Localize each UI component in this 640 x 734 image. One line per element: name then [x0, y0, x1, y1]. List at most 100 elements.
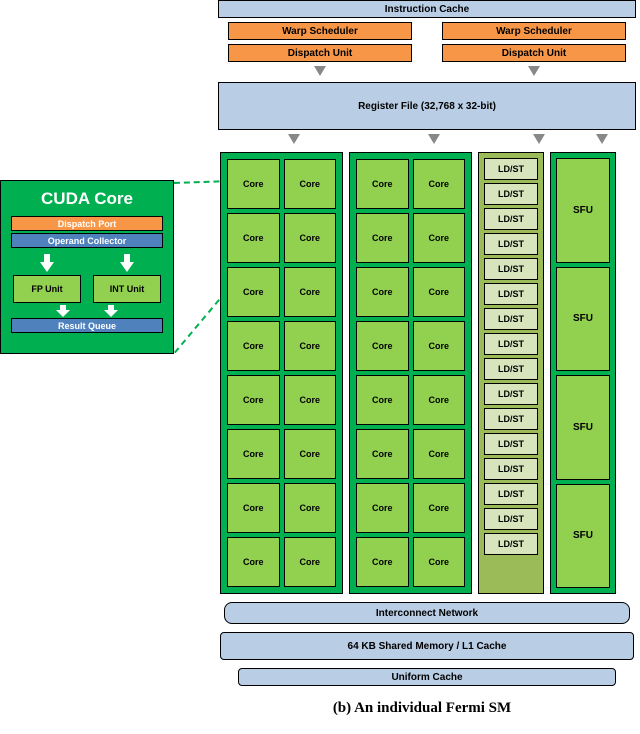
core-pair: CoreCore	[227, 375, 336, 425]
core-pair: CoreCore	[356, 159, 465, 209]
core: Core	[413, 483, 466, 533]
down-arrow-icon	[314, 66, 326, 76]
core: Core	[227, 429, 280, 479]
core-pair: CoreCore	[227, 321, 336, 371]
core-pair: CoreCore	[227, 483, 336, 533]
core: Core	[227, 213, 280, 263]
core: Core	[284, 375, 337, 425]
core: Core	[356, 159, 409, 209]
down-arrow-icon	[120, 262, 134, 272]
ldst-unit: LD/ST	[484, 533, 538, 555]
dispatch-port: Dispatch Port	[11, 216, 163, 231]
sched-arrows	[218, 66, 636, 80]
int-unit: INT Unit	[93, 275, 161, 303]
core-pair: CoreCore	[227, 537, 336, 587]
ldst-unit: LD/ST	[484, 383, 538, 405]
core-column: CoreCoreCoreCoreCoreCoreCoreCoreCoreCore…	[220, 152, 343, 594]
core: Core	[284, 321, 337, 371]
core: Core	[413, 267, 466, 317]
compute-row: CoreCoreCoreCoreCoreCoreCoreCoreCoreCore…	[218, 152, 636, 594]
core: Core	[284, 537, 337, 587]
core: Core	[356, 321, 409, 371]
core: Core	[284, 429, 337, 479]
core: Core	[284, 483, 337, 533]
down-arrow-icon	[528, 66, 540, 76]
core-column: CoreCoreCoreCoreCoreCoreCoreCoreCoreCore…	[349, 152, 472, 594]
instruction-cache: Instruction Cache	[218, 0, 636, 18]
core-pair: CoreCore	[227, 159, 336, 209]
core: Core	[227, 375, 280, 425]
core-pair: CoreCore	[356, 483, 465, 533]
warp-scheduler: Warp Scheduler	[442, 22, 626, 40]
down-arrow-icon	[104, 310, 118, 317]
core-pair: CoreCore	[356, 429, 465, 479]
down-arrow-icon	[428, 134, 440, 144]
ldst-unit: LD/ST	[484, 508, 538, 530]
core: Core	[413, 375, 466, 425]
regfile-arrows	[218, 134, 636, 150]
ldst-unit: LD/ST	[484, 283, 538, 305]
arrow-stem	[124, 254, 130, 262]
interconnect-network: Interconnect Network	[224, 602, 630, 624]
register-file: Register File (32,768 x 32-bit)	[218, 82, 636, 130]
warp-scheduler: Warp Scheduler	[228, 22, 412, 40]
arrow-stem	[44, 254, 50, 262]
core: Core	[356, 429, 409, 479]
sfu-unit: SFU	[556, 484, 610, 589]
ldst-unit: LD/ST	[484, 458, 538, 480]
sfu-unit: SFU	[556, 158, 610, 263]
core-pair: CoreCore	[356, 375, 465, 425]
core-pair: CoreCore	[356, 213, 465, 263]
core-pair: CoreCore	[227, 267, 336, 317]
core-pair: CoreCore	[356, 537, 465, 587]
ldst-unit: LD/ST	[484, 158, 538, 180]
sfu-column: SFUSFUSFUSFU	[550, 152, 616, 594]
core-pair: CoreCore	[356, 267, 465, 317]
down-arrow-icon	[40, 262, 54, 272]
core: Core	[284, 159, 337, 209]
cuda-core-inset: CUDA Core Dispatch Port Operand Collecto…	[0, 180, 174, 354]
sfu-unit: SFU	[556, 267, 610, 372]
inset-title: CUDA Core	[11, 189, 163, 209]
ldst-unit: LD/ST	[484, 208, 538, 230]
core: Core	[284, 267, 337, 317]
operand-collector: Operand Collector	[11, 233, 163, 248]
fp-unit: FP Unit	[13, 275, 81, 303]
figure-caption: (b) An individual Fermi SM	[218, 700, 636, 717]
warp-scheduler-row: Warp Scheduler Warp Scheduler	[218, 22, 636, 40]
ldst-unit: LD/ST	[484, 233, 538, 255]
ldst-unit: LD/ST	[484, 433, 538, 455]
uniform-cache: Uniform Cache	[238, 668, 616, 686]
dispatch-unit-row: Dispatch Unit Dispatch Unit	[218, 44, 636, 62]
core: Core	[284, 213, 337, 263]
result-queue: Result Queue	[11, 318, 163, 333]
core: Core	[356, 537, 409, 587]
core: Core	[227, 483, 280, 533]
core: Core	[227, 321, 280, 371]
dispatch-unit: Dispatch Unit	[442, 44, 626, 62]
down-arrow-icon	[533, 134, 545, 144]
core: Core	[356, 267, 409, 317]
core: Core	[356, 483, 409, 533]
ldst-unit: LD/ST	[484, 333, 538, 355]
ldst-unit: LD/ST	[484, 358, 538, 380]
sfu-unit: SFU	[556, 375, 610, 480]
core: Core	[227, 537, 280, 587]
down-arrow-icon	[596, 134, 608, 144]
ldst-unit: LD/ST	[484, 258, 538, 280]
core: Core	[413, 321, 466, 371]
ldst-column: LD/ST LD/ST LD/ST LD/ST LD/ST LD/ST LD/ST LD/ST…	[478, 152, 544, 594]
core: Core	[227, 159, 280, 209]
core: Core	[413, 429, 466, 479]
down-arrow-icon	[288, 134, 300, 144]
core: Core	[413, 213, 466, 263]
core: Core	[356, 375, 409, 425]
unit-row: FP Unit INT Unit	[11, 254, 163, 303]
ldst-unit: LD/ST	[484, 308, 538, 330]
core-pair: CoreCore	[227, 213, 336, 263]
ldst-unit: LD/ST	[484, 483, 538, 505]
core: Core	[356, 213, 409, 263]
down-arrow-icon	[56, 310, 70, 317]
core: Core	[413, 159, 466, 209]
ldst-unit: LD/ST	[484, 183, 538, 205]
